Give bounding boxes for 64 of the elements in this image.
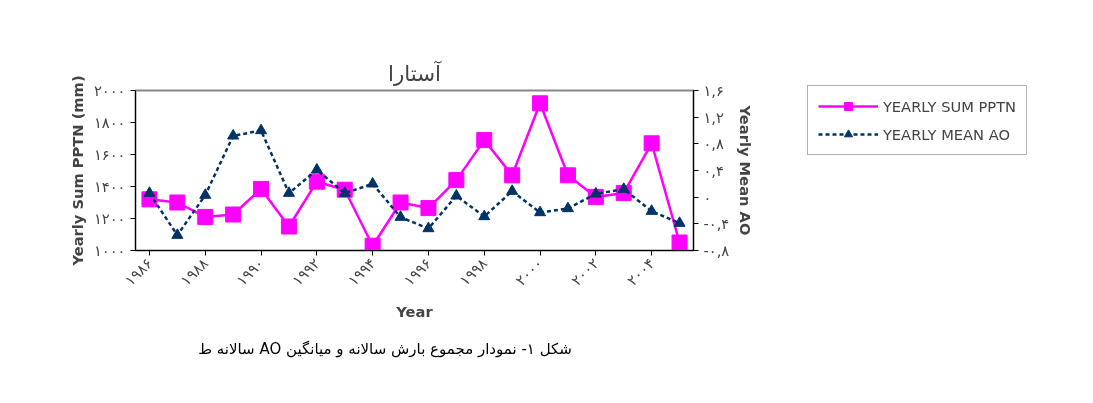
chart-title: آستارا — [388, 59, 443, 86]
y-tick-label: ۱۸۰۰ — [94, 114, 126, 131]
point — [559, 167, 576, 184]
y2-tick-label: ۰,۸ — [703, 135, 725, 153]
y2-axis-title: Yearly Mean AO — [737, 104, 755, 236]
point — [476, 132, 493, 149]
point — [227, 128, 240, 140]
point — [253, 180, 270, 197]
point — [561, 201, 574, 213]
x-tick-label: ۱۹۹۶ — [400, 254, 435, 289]
point — [338, 186, 351, 197]
point — [448, 172, 465, 189]
point — [617, 182, 630, 193]
legend-label: YEARLY SUM PPTN — [882, 97, 1017, 115]
point — [506, 184, 519, 195]
y2-tick-label: ۱,۲ — [703, 108, 725, 126]
text: شکل ۱- نمودار مجموع بارش سالانه و میانگین AO سالانه ط — [198, 339, 572, 360]
y-tick-label: ۲۰۰۰ — [94, 82, 126, 99]
point — [364, 237, 381, 251]
y2-tick-label: -۰,۴ — [703, 215, 730, 233]
point — [143, 186, 156, 197]
point — [366, 176, 379, 188]
x-axis-title: Year — [395, 302, 434, 320]
point — [673, 216, 686, 227]
y2-tick-label: -۰,۸ — [703, 242, 730, 259]
y-tick-label: ۱۶۰۰ — [94, 146, 126, 163]
x-tick-label: ۱۹۸۸ — [176, 254, 212, 289]
y-axis-title: Yearly Sum PPTN (mm) — [69, 75, 87, 267]
x-tick-label: ۲۰۰۲ — [567, 254, 602, 289]
point — [169, 194, 186, 211]
legend-label: YEARLY MEAN AO — [882, 125, 1011, 143]
point — [282, 186, 295, 197]
point — [225, 206, 242, 223]
point — [534, 205, 547, 217]
point — [420, 200, 437, 217]
point — [310, 162, 323, 174]
x-tick-label: ۱۹۹۰ — [232, 254, 268, 289]
y-tick-label: ۱۴۰۰ — [94, 178, 126, 195]
point — [280, 218, 297, 235]
point — [422, 221, 435, 233]
point — [532, 95, 549, 112]
point — [199, 188, 212, 199]
x-tick-label: ۱۹۹۸ — [455, 254, 491, 289]
y-tick-label: ۱۲۰۰ — [94, 210, 126, 227]
point — [478, 209, 491, 221]
point — [308, 173, 325, 190]
point — [643, 135, 660, 152]
point — [255, 123, 268, 135]
point — [392, 194, 409, 211]
y2-tick-label: ۰,۴ — [703, 162, 724, 179]
point — [645, 204, 658, 215]
point — [589, 186, 602, 198]
x-tick-label: ۲۰۰۰ — [511, 254, 547, 289]
point — [197, 208, 214, 225]
point — [394, 210, 407, 221]
x-tick-label: ۱۹۹۴ — [344, 254, 379, 289]
point — [671, 234, 688, 251]
point — [171, 228, 184, 239]
x-tick-label: ۲۰۰۴ — [623, 254, 658, 289]
point — [450, 188, 463, 200]
y2-tick-label: ۰ — [703, 188, 712, 206]
point — [504, 167, 521, 184]
x-tick-label: ۱۹۹۲ — [288, 254, 323, 289]
y2-tick-label: ۱,۶ — [703, 82, 724, 99]
